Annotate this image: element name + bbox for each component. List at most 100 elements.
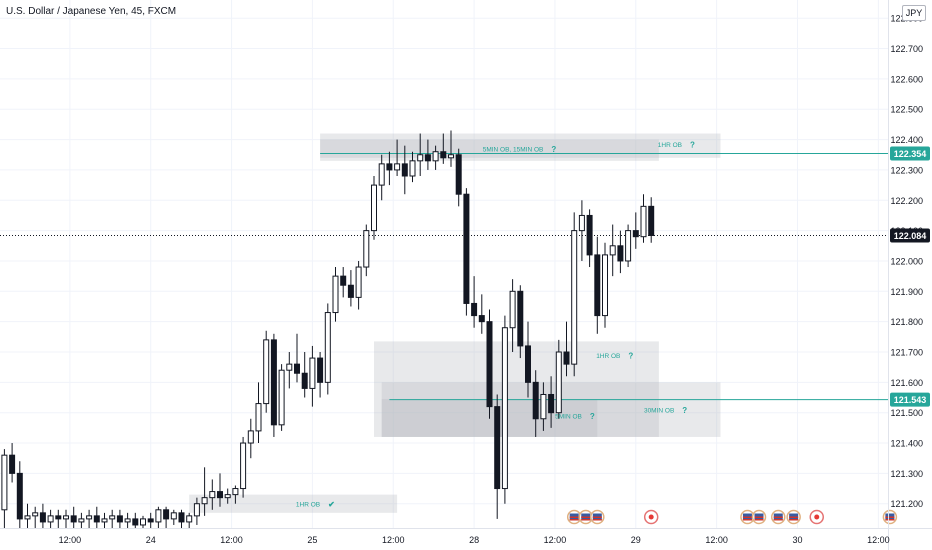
flag-stripe bbox=[581, 516, 591, 518]
candle bbox=[109, 509, 116, 528]
flag-stripe bbox=[773, 519, 783, 521]
price-tick-label: 122.500 bbox=[890, 105, 923, 115]
price-tick-label: 121.400 bbox=[890, 439, 923, 449]
candle bbox=[132, 512, 139, 528]
candle-body bbox=[9, 454, 16, 474]
time-tick-label: 25 bbox=[307, 535, 317, 545]
candle bbox=[32, 506, 39, 528]
candle-body bbox=[78, 518, 85, 523]
candle bbox=[278, 364, 285, 431]
candle bbox=[317, 352, 324, 398]
candle-body bbox=[648, 205, 655, 236]
candle bbox=[401, 145, 408, 195]
candle-body bbox=[193, 503, 200, 517]
candle-body bbox=[494, 406, 501, 490]
flag-stripe bbox=[789, 519, 799, 521]
candle bbox=[409, 151, 416, 183]
event-dot bbox=[814, 514, 820, 520]
candle bbox=[424, 139, 431, 170]
candle-body bbox=[70, 515, 77, 523]
candle bbox=[186, 512, 193, 528]
candle-body bbox=[39, 512, 46, 523]
candle bbox=[63, 509, 69, 528]
time-tick-label: 29 bbox=[631, 535, 641, 545]
price-tick-label: 121.700 bbox=[890, 348, 923, 358]
candle bbox=[609, 224, 616, 277]
candle-body bbox=[355, 266, 362, 298]
candle-body bbox=[578, 214, 585, 232]
candle bbox=[494, 394, 501, 519]
candle bbox=[617, 230, 624, 274]
price-tag-bg bbox=[890, 228, 930, 243]
price-tag: 122.354 bbox=[890, 146, 930, 161]
candle-body bbox=[132, 518, 139, 526]
candle bbox=[147, 512, 154, 528]
candle-body bbox=[440, 151, 447, 159]
price-axis[interactable]: 121.200 121.300 121.400 121.500 121.600 121.7… bbox=[888, 0, 924, 550]
candle bbox=[70, 506, 77, 528]
candle bbox=[648, 197, 655, 243]
price-tick-label: 122.600 bbox=[890, 74, 923, 84]
price-tag: 122.084 bbox=[890, 228, 930, 243]
price-tick-label: 122.200 bbox=[890, 196, 923, 206]
price-tick-label: 121.800 bbox=[890, 317, 923, 327]
candle bbox=[224, 488, 231, 504]
time-tick-label: 24 bbox=[146, 535, 156, 545]
candle bbox=[86, 509, 93, 528]
candle bbox=[501, 315, 508, 504]
candle-body bbox=[563, 351, 570, 365]
candle-body bbox=[548, 393, 555, 414]
candle bbox=[294, 333, 300, 383]
price-tag-bg bbox=[890, 146, 930, 161]
candle-body bbox=[247, 430, 254, 444]
candle-body bbox=[332, 275, 339, 314]
event-flag-icon bbox=[771, 509, 786, 525]
zone-label: 30MIN OB bbox=[644, 408, 674, 415]
candle bbox=[93, 506, 100, 528]
zone-mark: ? bbox=[690, 141, 695, 150]
time-tick-label: 30 bbox=[792, 535, 802, 545]
candle-body bbox=[371, 184, 377, 232]
candle bbox=[1, 449, 8, 528]
candle bbox=[417, 133, 424, 176]
candle-body bbox=[640, 205, 647, 238]
candle-body bbox=[47, 515, 54, 523]
chart-grid bbox=[0, 0, 888, 528]
candle bbox=[270, 333, 277, 437]
flag-stripe bbox=[569, 516, 579, 518]
candle-body bbox=[501, 327, 508, 490]
candle-body bbox=[278, 369, 285, 426]
candle bbox=[140, 515, 146, 528]
candle-body bbox=[324, 312, 331, 383]
candle-body bbox=[555, 351, 562, 414]
candle-body bbox=[386, 163, 393, 171]
candle bbox=[9, 443, 16, 483]
candle bbox=[478, 294, 485, 334]
flag-stripe bbox=[885, 516, 895, 518]
candle-body bbox=[617, 245, 624, 262]
candle-body bbox=[471, 302, 478, 317]
candle-body bbox=[317, 357, 324, 383]
candle-body bbox=[417, 154, 424, 162]
candle-body bbox=[140, 518, 146, 526]
candle bbox=[432, 145, 439, 170]
candle bbox=[247, 418, 254, 459]
currency-badge[interactable]: JPY bbox=[902, 5, 926, 21]
flag-stripe bbox=[754, 516, 764, 518]
candle bbox=[309, 345, 316, 407]
candle-body bbox=[525, 345, 531, 383]
candle bbox=[124, 512, 131, 528]
price-tag-text: 122.084 bbox=[894, 231, 927, 241]
candle-body bbox=[263, 339, 270, 405]
event-dot-icon bbox=[809, 509, 824, 525]
candle-body bbox=[32, 512, 39, 517]
candle bbox=[471, 276, 478, 328]
candle bbox=[355, 260, 362, 310]
candle bbox=[209, 479, 216, 510]
flag-stripe bbox=[754, 519, 764, 521]
time-axis[interactable]: 12:00 24 12:00 25 12:00 28 12:00 29 12:00 30 12:00 bbox=[0, 528, 932, 546]
order-block-zone bbox=[374, 341, 659, 437]
candle-body bbox=[16, 472, 23, 520]
event-markers bbox=[566, 509, 898, 525]
